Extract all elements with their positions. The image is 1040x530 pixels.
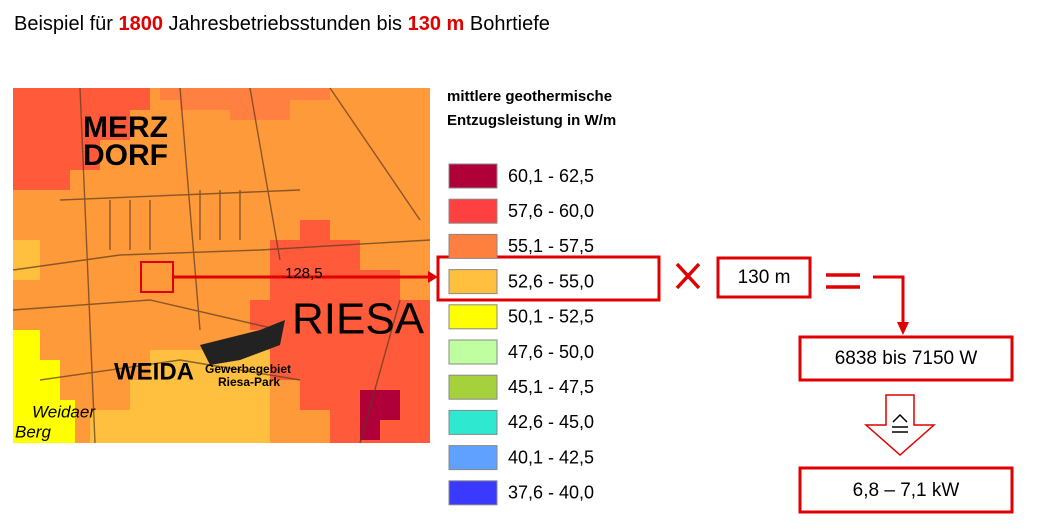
calculation-graphics [173, 255, 1014, 514]
map-label: Riesa-Park [218, 375, 280, 389]
map [12, 87, 431, 444]
legend-swatch [448, 480, 498, 506]
result-watt: 6838 bis 7150 W [835, 348, 978, 369]
legend-label: 37,6 - 40,0 [508, 483, 594, 503]
legend-swatch [448, 163, 498, 189]
legend-swatch [448, 445, 498, 471]
legend-swatch [448, 233, 498, 259]
legend-label: 47,6 - 50,0 [508, 342, 594, 362]
legend-title: Entzugsleistung in W/m [447, 112, 616, 129]
map-label: WEIDA [114, 358, 194, 385]
map-label: RIESA [292, 295, 425, 344]
title-part: Beispiel für [14, 13, 119, 35]
map-label: MERZ [83, 111, 168, 144]
title-part: Bohrtiefe [464, 13, 550, 35]
legend-swatch [448, 198, 498, 224]
map-label: 128,5 [285, 265, 323, 282]
legend-swatch [448, 374, 498, 400]
title-part: Jahresbetriebsstunden bis [163, 13, 408, 35]
legend-swatch [448, 269, 498, 295]
legend-label: 45,1 - 47,5 [508, 377, 594, 397]
result-kilowatt: 6,8 – 7,1 kW [853, 480, 960, 501]
legend-label: 40,1 - 42,5 [508, 447, 594, 467]
title: Beispiel für 1800 Jahresbetriebsstunden … [14, 13, 550, 35]
legend-swatch [448, 339, 498, 365]
legend-label: 42,6 - 45,0 [508, 412, 594, 432]
legend-label: 50,1 - 52,5 [508, 307, 594, 327]
legend-swatch [448, 409, 498, 435]
legend-label: 57,6 - 60,0 [508, 201, 594, 221]
map-label: Gewerbegebiet [205, 362, 291, 376]
depth-label: 130 m [738, 267, 791, 288]
legend-label: 52,6 - 55,0 [508, 271, 594, 291]
map-label: Berg [15, 422, 51, 441]
title-part: 130 m [408, 13, 465, 35]
map-label: DORF [83, 139, 168, 172]
legend-title: mittlere geothermische [447, 88, 612, 105]
legend-label: 60,1 - 62,5 [508, 166, 594, 186]
title-part: 1800 [119, 13, 164, 35]
map-label: Weidaer [32, 402, 96, 421]
legend-label: 55,1 - 57,5 [508, 236, 594, 256]
legend-swatch [448, 304, 498, 330]
